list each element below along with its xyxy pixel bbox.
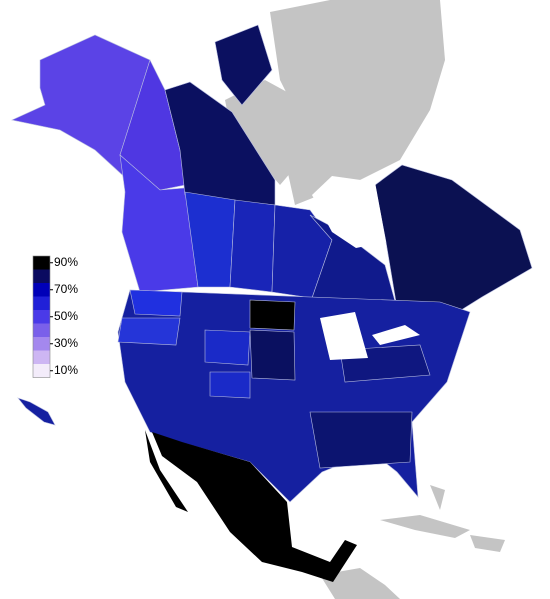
legend-label: 30% <box>54 336 78 350</box>
legend-label: 10% <box>54 363 78 377</box>
legend-swatch <box>33 310 50 324</box>
legend-swatch <box>33 337 50 351</box>
legend-swatch <box>33 364 50 378</box>
canada <box>11 24 533 323</box>
legend-swatch <box>33 283 50 297</box>
legend-swatch <box>33 323 50 337</box>
mexico <box>145 430 357 582</box>
legend-swatch <box>33 296 50 310</box>
legend-label: 70% <box>54 282 78 296</box>
legend: 90% 70% 50% 30% 10% <box>32 255 78 378</box>
united-states <box>17 289 471 503</box>
no-data-land <box>225 0 505 599</box>
legend-swatch <box>33 269 50 283</box>
legend-swatch <box>33 256 50 270</box>
legend-label: 90% <box>54 255 78 269</box>
legend-label: 50% <box>54 309 78 323</box>
legend-swatch <box>33 350 50 364</box>
